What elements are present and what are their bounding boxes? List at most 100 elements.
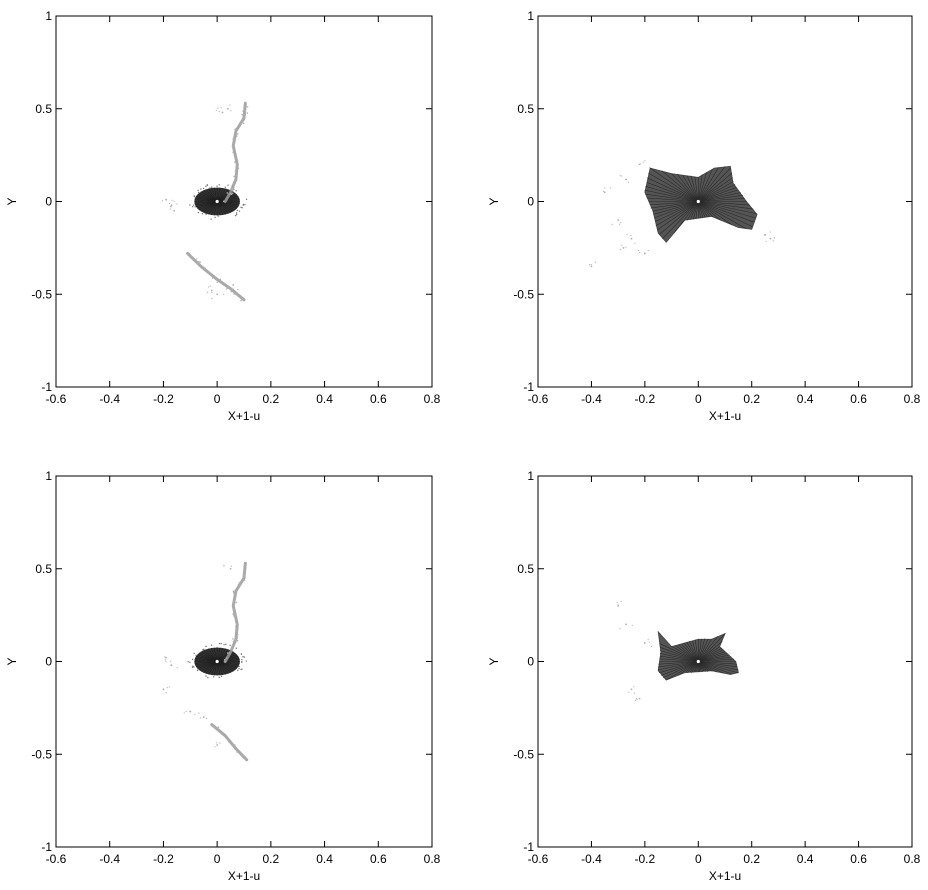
filament-point bbox=[232, 138, 235, 141]
y-tick-label: 0 bbox=[45, 195, 52, 209]
region-ray bbox=[698, 661, 739, 671]
filament-point bbox=[204, 267, 206, 269]
core-halo-point bbox=[211, 186, 213, 188]
x-tick-label: 0 bbox=[695, 392, 702, 406]
core-halo-point bbox=[237, 669, 239, 672]
core-ray bbox=[213, 187, 218, 202]
core-halo-point bbox=[240, 653, 243, 655]
region-ray bbox=[659, 661, 699, 674]
core-halo-point bbox=[202, 649, 204, 651]
region-ray bbox=[698, 654, 730, 662]
scatter-point bbox=[621, 175, 623, 177]
core-ray bbox=[213, 661, 218, 676]
region-ray bbox=[698, 639, 709, 662]
region-ray bbox=[683, 642, 699, 662]
core-halo-point bbox=[245, 660, 248, 662]
region-ray bbox=[678, 644, 699, 662]
region-ray bbox=[698, 661, 724, 674]
y-tick-label: 0 bbox=[45, 655, 52, 669]
core-halo-point bbox=[218, 676, 220, 679]
region-ray bbox=[659, 658, 699, 662]
x-tick-label: 0.4 bbox=[316, 392, 333, 406]
origin-marker bbox=[696, 659, 700, 664]
core-halo-point bbox=[220, 675, 223, 678]
region-ray bbox=[698, 661, 739, 674]
scatter-point bbox=[216, 744, 219, 746]
region-ray bbox=[659, 653, 699, 662]
filament-point bbox=[226, 192, 229, 194]
region-ray bbox=[698, 201, 754, 228]
region-ray bbox=[649, 167, 699, 202]
region-ray bbox=[659, 643, 699, 662]
core-ray bbox=[208, 648, 218, 662]
scatter-point bbox=[769, 231, 771, 233]
y-tick-label: -1 bbox=[41, 840, 52, 854]
region-ray bbox=[698, 181, 734, 202]
scatter-point bbox=[620, 600, 622, 602]
core-ray bbox=[210, 661, 218, 676]
filament-point bbox=[237, 167, 240, 170]
filament-point bbox=[241, 113, 243, 116]
scatter-point bbox=[168, 202, 171, 205]
filament-point bbox=[234, 138, 237, 140]
core-halo-point bbox=[242, 655, 244, 658]
scatter-point bbox=[220, 107, 222, 109]
scatter-point bbox=[215, 109, 217, 111]
core-ray bbox=[205, 201, 218, 214]
x-tick-label: -0.6 bbox=[528, 392, 549, 406]
region-ray bbox=[655, 201, 699, 222]
plot-frame bbox=[55, 475, 433, 848]
filament-point bbox=[234, 638, 237, 641]
filament-point bbox=[242, 116, 244, 118]
core-ray bbox=[208, 201, 218, 215]
core-ray bbox=[205, 189, 218, 202]
core-ray bbox=[195, 661, 218, 668]
filament-point bbox=[242, 573, 245, 576]
filament-curve bbox=[223, 101, 247, 203]
x-tick-label: -0.6 bbox=[46, 852, 67, 866]
filament-point bbox=[228, 287, 231, 289]
filament-point bbox=[236, 751, 238, 753]
scatter-point bbox=[621, 244, 623, 246]
region-ray bbox=[698, 656, 732, 662]
core-halo-point bbox=[196, 669, 199, 672]
region-ray bbox=[698, 189, 739, 202]
scatter-point bbox=[176, 667, 178, 669]
core-halo-point bbox=[197, 211, 200, 214]
y-tick-label: -1 bbox=[523, 380, 534, 394]
region-ray bbox=[698, 633, 726, 662]
region-ray bbox=[698, 201, 708, 218]
core-halo-point bbox=[209, 187, 211, 189]
x-tick-label: 0.2 bbox=[263, 852, 280, 866]
filament-point bbox=[246, 106, 249, 108]
scatter-point bbox=[630, 688, 633, 691]
region-ray bbox=[690, 201, 699, 220]
panel-bottom-right: -0.6 -0.4 -0.2 0 0.2 0.4 0.6 0.8 -1 -0.5 0 0.5 1 X+1-… bbox=[487, 469, 921, 883]
filament-point bbox=[232, 640, 235, 643]
core-ray bbox=[194, 199, 218, 202]
scatter-point bbox=[765, 240, 767, 243]
filament-point bbox=[197, 260, 200, 263]
x-tick-label: 0.2 bbox=[743, 392, 760, 406]
core-ray bbox=[210, 201, 218, 216]
filament-point bbox=[236, 636, 239, 638]
scatter-point bbox=[590, 264, 592, 266]
region-ray bbox=[698, 169, 713, 202]
filament-point bbox=[244, 564, 247, 567]
region-ray bbox=[698, 192, 741, 202]
x-tick-label: 0 bbox=[214, 392, 221, 406]
core-ray bbox=[200, 651, 218, 662]
region-ray bbox=[653, 201, 699, 215]
scatter-point bbox=[191, 255, 193, 258]
core-halo-point bbox=[212, 676, 215, 678]
core-halo-point bbox=[235, 212, 238, 214]
scatter-point bbox=[223, 293, 225, 295]
core-ray bbox=[217, 201, 240, 204]
x-tick-label: 0.6 bbox=[850, 852, 867, 866]
scatter-point bbox=[634, 242, 636, 244]
region-ray bbox=[698, 177, 733, 202]
scatter-point bbox=[205, 717, 208, 720]
scatter-point bbox=[622, 246, 625, 249]
region-ray bbox=[665, 661, 699, 681]
core-halo-point bbox=[236, 209, 239, 212]
